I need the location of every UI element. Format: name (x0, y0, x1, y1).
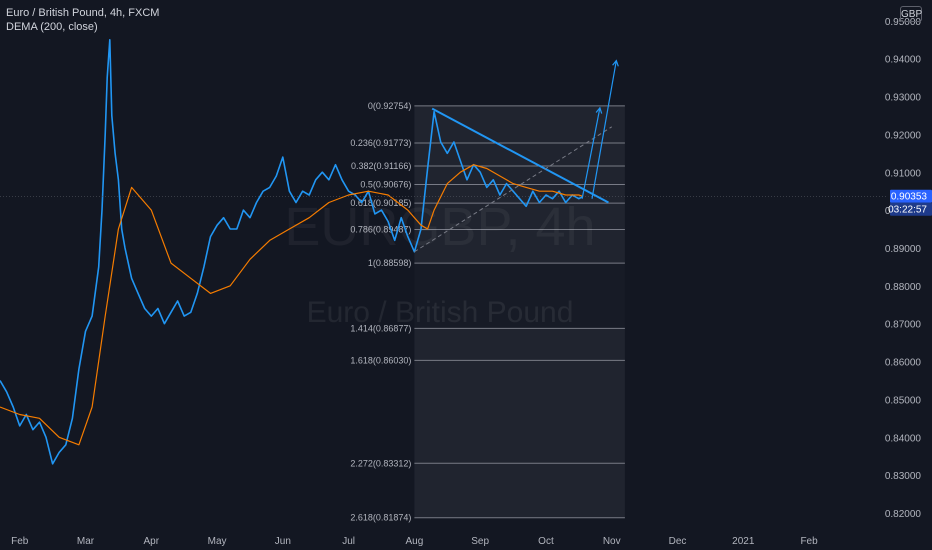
y-tick-label: 0.82000 (885, 509, 922, 520)
arrow-head (595, 106, 603, 114)
y-tick-label: 0.92000 (885, 130, 922, 141)
projection-arrow[interactable] (591, 60, 617, 199)
y-tick-label: 0.91000 (885, 168, 922, 179)
price-tag-box (890, 189, 932, 203)
series-lines: EURGBP, 4h Euro / British Pound (0, 38, 888, 465)
y-tick-label: 0.86000 (885, 358, 922, 369)
y-tick-label: 0.95000 (885, 17, 922, 28)
fib-level-label: 0.5(0.90676) (360, 180, 411, 190)
x-tick-label: Oct (538, 536, 554, 547)
arrow-head (612, 59, 619, 67)
fib-level-label: 0.618(0.90185) (350, 198, 411, 208)
x-tick-label: Feb (800, 536, 818, 547)
fib-level-label: 1(0.88598) (368, 258, 412, 268)
x-tick-label: Jun (275, 536, 291, 547)
y-tick-label: 0.94000 (885, 55, 922, 66)
indicator-title[interactable]: DEMA (200, close) (6, 21, 98, 33)
price-axis[interactable]: 0.950000.940000.930000.920000.910000.900… (885, 17, 922, 520)
price-line (0, 38, 583, 465)
drawings[interactable] (414, 59, 619, 253)
fib-level-label: 1.414(0.86877) (350, 323, 411, 333)
projection-arrow[interactable] (581, 107, 601, 199)
x-tick-label: Aug (406, 536, 424, 547)
countdown-box (890, 202, 932, 216)
time-axis[interactable]: Feb Mar Apr May Jun Jul Aug Sep Oct Nov Dec 2021 Feb (11, 536, 818, 547)
y-tick-label: 0.84000 (885, 433, 922, 444)
y-tick-label: 0.87000 (885, 320, 922, 331)
x-tick-label: 2021 (732, 536, 755, 547)
x-tick-label: Nov (603, 536, 621, 547)
descending-trendline[interactable] (431, 107, 609, 204)
currency-badge[interactable]: GBP (900, 6, 922, 22)
x-tick-label: May (208, 536, 227, 547)
fib-level-label: 0(0.92754) (368, 101, 412, 111)
x-tick-label: Apr (144, 536, 160, 547)
watermark-name: Euro / British Pound (307, 296, 574, 329)
y-tick-label: 0.93000 (885, 93, 922, 104)
chart-legend: Euro / British Pound, 4h, FXCM DEMA (200… (6, 6, 159, 34)
fib-zone-extension (414, 328, 625, 518)
x-tick-label: Dec (669, 536, 687, 547)
x-tick-label: Mar (77, 536, 95, 547)
fib-level-label: 0.382(0.91166) (351, 161, 411, 171)
watermark-symbol: EURGBP, 4h (284, 197, 595, 257)
fib-level-label: 0.236(0.91773) (350, 138, 411, 148)
x-tick-label: Feb (11, 536, 29, 547)
price-tag-value: 0.90353 (891, 192, 928, 203)
x-tick-label: Sep (471, 536, 489, 547)
fib-level-label: 2.272(0.83312) (350, 458, 411, 468)
fib-level-label: 0.786(0.89487) (350, 225, 411, 235)
symbol-title[interactable]: Euro / British Pound, 4h, FXCM (6, 7, 160, 19)
y-tick-label: 0.85000 (885, 395, 922, 406)
y-tick-label: 0.89000 (885, 244, 922, 255)
y-tick-label: 0.88000 (885, 282, 922, 293)
fib-level-label: 2.618(0.81874) (350, 513, 411, 523)
last-price-tag: 0.90353 03:22:57 (888, 189, 932, 216)
fib-level-label: 1.618(0.86030) (350, 355, 411, 365)
y-tick-label: 0.83000 (885, 471, 922, 482)
dema-line (0, 164, 583, 446)
fibonacci-retracement[interactable]: 0(0.92754) 0.236(0.91773) 0.382(0.91166) 0.… (350, 101, 625, 523)
x-tick-label: Jul (342, 536, 355, 547)
countdown-value: 03:22:57 (888, 205, 927, 216)
ascending-dashed-trendline[interactable] (414, 126, 613, 253)
